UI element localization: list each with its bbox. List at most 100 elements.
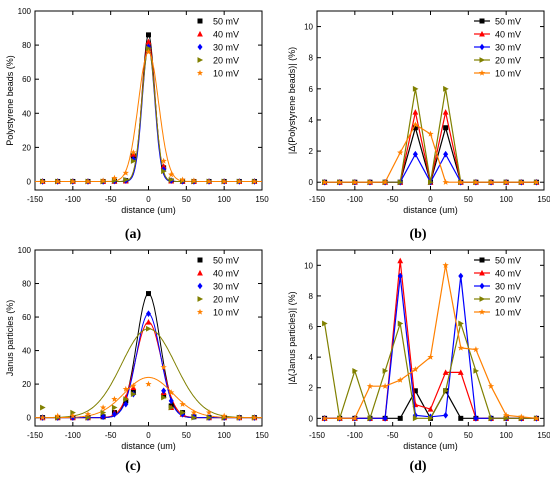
data-point-50-mV (123, 398, 129, 404)
data-point-20-mV (443, 387, 449, 394)
legend-label: 40 mV (213, 30, 239, 40)
data-point-20-mV (40, 404, 46, 411)
data-point-20-mV (161, 394, 167, 401)
y-axis-label: Janus particles (%) (5, 300, 15, 377)
legend-label: 20 mV (495, 295, 521, 305)
panel-caption-c: (c) (125, 459, 141, 474)
data-point-30-mV (130, 156, 136, 163)
fit-curve-40-mV (35, 321, 262, 419)
data-point-50-mV (146, 291, 151, 297)
y-tick-label: 4 (309, 116, 314, 125)
data-point-20-mV (70, 409, 76, 416)
plot-area (35, 32, 262, 185)
y-axis-label: Polystyrene beads (%) (5, 55, 15, 146)
chart-panel-a: -150 -100 -50 0 50 100 150 0 20 40 60 80 100 distance… (5, 7, 269, 215)
data-point-10-mV (442, 178, 449, 185)
x-tick-label: -100 (347, 431, 364, 440)
y-tick-label: 4 (309, 353, 314, 362)
data-point-20-mV (412, 85, 419, 92)
data-point-20-mV (123, 176, 129, 183)
data-point-50-mV (443, 125, 449, 131)
x-tick-label: -150 (27, 195, 44, 204)
data-point-30-mV (443, 150, 449, 158)
data-point-40-mV (442, 109, 449, 115)
chart-panel-b: -150 -100 -50 0 50 100 150 0 2 4 6 8 10 distance (um)… (287, 10, 550, 215)
data-point-20-mV (123, 396, 129, 403)
legend-marker (196, 69, 204, 76)
data-point-10-mV (221, 412, 228, 419)
legend-marker (197, 257, 203, 263)
x-tick-label: -50 (387, 195, 399, 204)
legend-label: 50 mV (495, 17, 521, 27)
data-point-10-mV (366, 382, 374, 389)
x-tick-label: -100 (347, 195, 364, 204)
data-point-20-mV (458, 320, 464, 327)
data-point-10-mV (472, 178, 480, 185)
data-point-30-mV (161, 387, 167, 395)
legend-label: 10 mV (213, 69, 239, 79)
data-point-10-mV (381, 382, 389, 389)
data-point-50-mV (146, 32, 151, 38)
data-point-10-mV (412, 366, 419, 373)
legend-label: 20 mV (213, 56, 239, 66)
y-tick-label: 100 (18, 7, 32, 16)
data-point-10-mV (39, 414, 46, 421)
data-point-50-mV (161, 393, 167, 399)
y-axis-label: |Δ(Janus particles)| (%) (287, 291, 297, 384)
x-tick-label: 0 (146, 431, 151, 440)
data-point-20-mV (412, 415, 419, 422)
data-point-10-mV (145, 380, 152, 387)
data-point-20-mV (488, 415, 495, 422)
legend-label: 10 mV (495, 69, 521, 79)
data-point-20-mV (206, 414, 213, 421)
y-tick-label: 80 (22, 280, 31, 289)
data-point-50-mV (412, 388, 418, 394)
data-point-20-mV (352, 368, 358, 374)
data-point-10-mV (84, 410, 92, 417)
chart-panel-d: -150 -100 -50 0 50 100 150 0 2 4 6 8 10 distance (um)… (287, 249, 550, 451)
y-tick-label: 6 (309, 85, 314, 94)
data-point-50-mV (458, 415, 464, 421)
data-point-20-mV (322, 320, 328, 327)
x-tick-label: 100 (217, 431, 231, 440)
x-tick-label: 100 (499, 195, 513, 204)
y-tick-label: 60 (22, 313, 31, 322)
data-point-10-mV (99, 404, 107, 411)
data-point-10-mV (251, 414, 258, 421)
legend-marker (197, 296, 204, 302)
legend-label: 30 mV (495, 43, 521, 53)
data-point-30-mV (168, 397, 174, 405)
legend-marker (197, 282, 203, 290)
legend-label: 40 mV (495, 30, 521, 40)
x-tick-label: -50 (387, 431, 399, 440)
data-point-10-mV (533, 178, 540, 185)
data-point-20-mV (180, 409, 186, 416)
legend-marker (197, 30, 203, 37)
data-point-10-mV (111, 174, 118, 181)
data-point-20-mV (161, 168, 167, 175)
data-point-10-mV (145, 48, 152, 55)
data-point-10-mV (168, 171, 175, 178)
data-point-10-mV (130, 382, 137, 389)
legend-label: 30 mV (213, 282, 239, 292)
data-point-40-mV (427, 406, 434, 412)
plot-area (321, 257, 540, 422)
y-tick-label: 0 (309, 178, 314, 187)
y-tick-label: 0 (27, 177, 32, 186)
data-point-10-mV (190, 409, 198, 416)
data-point-10-mV (366, 178, 374, 185)
fit-curve-30-mV (35, 45, 262, 182)
data-point-10-mV (503, 178, 510, 185)
legend-label: 20 mV (495, 56, 521, 66)
y-tick-label: 0 (309, 414, 314, 423)
x-axis-label: distance (um) (403, 205, 458, 215)
data-point-10-mV (205, 178, 213, 185)
x-tick-label: -100 (65, 195, 82, 204)
series-line-30-mV (324, 152, 537, 184)
series-line-40-mV (324, 112, 537, 183)
x-tick-label: 150 (537, 195, 550, 204)
data-point-10-mV (69, 412, 76, 419)
data-point-20-mV (130, 158, 137, 164)
data-point-20-mV (191, 414, 197, 421)
